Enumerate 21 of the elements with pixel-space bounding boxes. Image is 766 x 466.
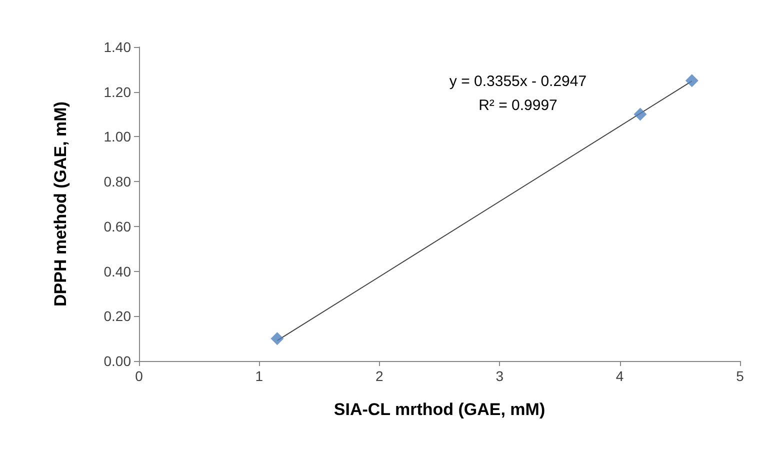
y-tick-label: 0.80 bbox=[104, 174, 132, 190]
y-tick-label: 0.40 bbox=[104, 263, 132, 280]
annotation: y = 0.3355x - 0.2947 bbox=[449, 73, 587, 90]
y-tick-label: 0.20 bbox=[104, 308, 132, 324]
x-tick-label: 5 bbox=[736, 368, 744, 384]
y-axis-title: DPPH method (GAE, mM) bbox=[51, 102, 70, 306]
y-tick-label: 1.20 bbox=[104, 84, 132, 100]
x-tick-label: 2 bbox=[376, 368, 384, 384]
point bbox=[270, 332, 284, 346]
x-tick-label: 4 bbox=[616, 368, 624, 384]
point bbox=[634, 108, 647, 121]
y-tick-label: 0.00 bbox=[104, 353, 132, 369]
x-axis-title: SIA-CL mrthod (GAE, mM) bbox=[334, 400, 546, 419]
y-tick-label: 1.00 bbox=[104, 128, 132, 145]
x-tick-label: 1 bbox=[255, 368, 264, 384]
x-tick-label: 3 bbox=[496, 368, 504, 384]
annotation: R² = 0.9997 bbox=[478, 97, 558, 114]
y-tick-label: 1.40 bbox=[104, 39, 132, 55]
x-tick-label: 0 bbox=[135, 368, 144, 384]
y-tick-label: 0.60 bbox=[104, 218, 132, 234]
point bbox=[685, 74, 698, 88]
